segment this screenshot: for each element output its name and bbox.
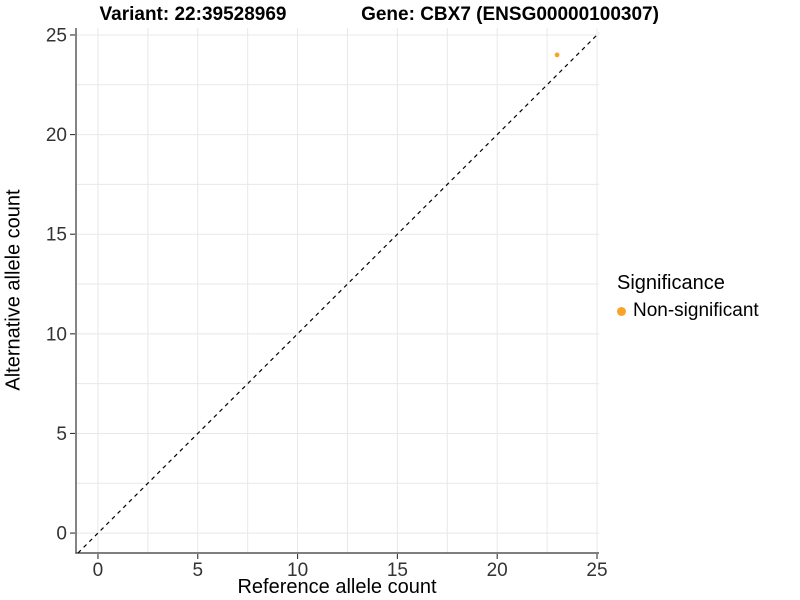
y-axis-title: Alternative allele count [2,189,25,391]
legend-title: Significance [617,272,725,294]
x-tick-label: 25 [586,560,607,581]
legend-entry-label: Non-significant [633,300,759,321]
x-tick-label: 0 [93,560,104,581]
data-point [554,52,560,58]
identity-dashed-line [77,32,600,554]
legend: Significance Non-significant [617,271,759,323]
x-tick-label: 15 [387,560,408,581]
legend-entry: Non-significant [617,300,759,323]
gene-title: Gene: CBX7 (ENSG00000100307) [361,4,659,25]
y-tick-label: 0 [56,524,67,545]
x-tick-label: 5 [192,560,203,581]
y-tick-label: 25 [46,25,67,46]
x-tick-label: 20 [487,560,508,581]
x-tick-label: 10 [287,560,308,581]
y-tick-label: 10 [46,324,67,345]
y-tick-label: 5 [56,424,67,445]
y-tick-label: 20 [46,125,67,146]
legend-point-icon [617,306,626,316]
y-tick-label: 15 [46,225,67,246]
x-axis-title: Reference allele count [237,576,437,598]
variant-title: Variant: 22:39528969 [99,4,287,25]
